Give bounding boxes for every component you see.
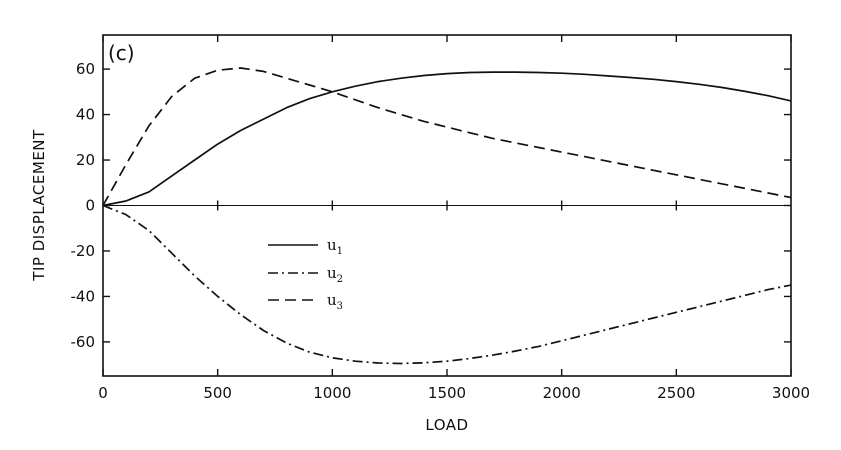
legend-label-u2: u2 xyxy=(327,264,343,285)
y-tick-label: -20 xyxy=(71,242,96,260)
series-line-u2 xyxy=(102,204,792,365)
legend: u1 u2 u3 xyxy=(268,236,343,312)
x-tick-label: 0 xyxy=(98,384,108,402)
y-tick-label: 40 xyxy=(76,106,95,124)
x-axis-title: LOAD xyxy=(425,416,468,434)
y-tick-label: 60 xyxy=(76,60,95,78)
y-tick-label: -40 xyxy=(71,287,96,305)
series-line-u3 xyxy=(102,67,792,206)
y-tick-label: 20 xyxy=(76,151,95,169)
x-ticks-group: 0 500 1000 1500 2000 2500 3000 xyxy=(98,35,810,402)
zero-line-group xyxy=(103,200,791,211)
x-tick-label: 2500 xyxy=(657,384,695,402)
y-ticks-group: -60 -40 -20 0 20 40 60 xyxy=(71,60,791,351)
x-tick-label: 2000 xyxy=(543,384,581,402)
legend-label-u1: u1 xyxy=(327,236,343,257)
x-tick-label: 3000 xyxy=(772,384,810,402)
panel-label: (c) xyxy=(108,41,135,65)
series-group xyxy=(102,67,792,365)
x-tick-label: 1500 xyxy=(428,384,466,402)
y-axis-title: TIP DISPLACEMENT xyxy=(30,129,48,282)
x-tick-label: 500 xyxy=(203,384,232,402)
x-tick-label: 1000 xyxy=(313,384,351,402)
legend-label-u3: u3 xyxy=(327,291,343,312)
y-tick-label: 0 xyxy=(85,197,95,215)
series-line-u1 xyxy=(102,71,792,207)
y-tick-label: -60 xyxy=(71,333,96,351)
